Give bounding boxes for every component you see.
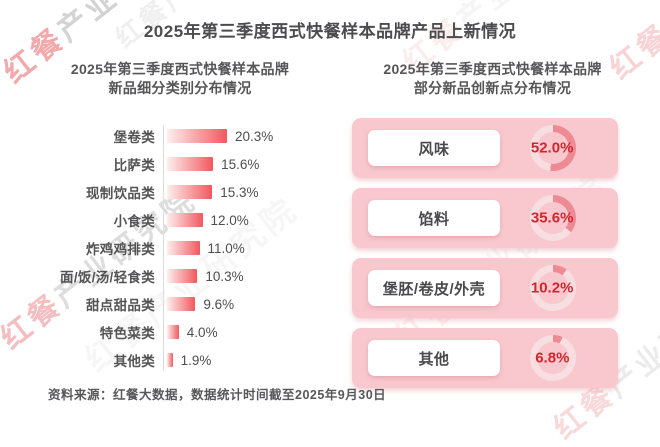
bar bbox=[167, 353, 173, 367]
bar bbox=[167, 325, 179, 339]
bar-row: 甜点甜品类 9.6% bbox=[30, 290, 330, 318]
bar bbox=[167, 129, 227, 143]
innovation-value-label: 6.8% bbox=[535, 349, 570, 367]
bar-row: 面/饭/汤/轻食类 10.3% bbox=[30, 262, 330, 290]
innovation-card: 馅料 35.6% bbox=[352, 188, 618, 248]
bar-rows: 堡卷类 20.3% 比萨类 15.6% 现制饮品类 15.3% 小食类 12.0% 炸鸡鸡排类 1… bbox=[30, 122, 330, 374]
bar-row: 堡卷类 20.3% bbox=[30, 122, 330, 150]
bar bbox=[167, 269, 198, 283]
innovation-cards: 风味 52.0% 馅料 35.6% 堡胚/卷皮/外壳 10.2% 其他 6.8% bbox=[352, 118, 618, 388]
bar-category-label: 小食类 bbox=[113, 214, 155, 229]
innovation-label: 馅料 bbox=[418, 210, 450, 228]
innovation-label: 其他 bbox=[418, 350, 450, 368]
bar-value-label: 12.0% bbox=[210, 212, 249, 228]
bar-track: 11.0% bbox=[163, 241, 330, 256]
innovation-label-box: 风味 bbox=[368, 130, 500, 166]
donut-hole bbox=[537, 202, 569, 234]
bar-track: 4.0% bbox=[163, 325, 330, 340]
innovation-section: 2025年第三季度西式快餐样本品牌 部分新品创新点分布情况 风味 52.0% 馅料 3… bbox=[345, 60, 640, 398]
bar-category-label: 堡卷类 bbox=[113, 130, 155, 145]
bar bbox=[167, 157, 214, 171]
bar bbox=[167, 213, 203, 227]
bar-row: 炸鸡鸡排类 11.0% bbox=[30, 234, 330, 262]
bar-value-label: 10.3% bbox=[205, 268, 244, 284]
bar-track: 9.6% bbox=[163, 297, 330, 312]
innovation-label-box: 馅料 bbox=[368, 200, 500, 236]
bar-category-label: 其他类 bbox=[113, 354, 155, 369]
innovation-card: 风味 52.0% bbox=[352, 118, 618, 178]
watermark-suffix: 产业研究院 bbox=[157, 0, 294, 17]
bar-chart-title-line1: 2025年第三季度西式快餐样本品牌 bbox=[70, 61, 290, 77]
bar-track: 20.3% bbox=[163, 129, 330, 144]
innovation-label-box: 堡胚/卷皮/外壳 bbox=[368, 270, 500, 306]
bar-row: 小食类 12.0% bbox=[30, 206, 330, 234]
page-title: 2025年第三季度西式快餐样本品牌产品上新情况 bbox=[143, 22, 517, 41]
bar-value-label: 15.3% bbox=[220, 184, 259, 200]
bar bbox=[167, 185, 213, 199]
donut-hole bbox=[537, 342, 569, 374]
innovation-label: 风味 bbox=[418, 140, 450, 158]
bar-value-label: 1.9% bbox=[180, 352, 212, 368]
bar-value-label: 20.3% bbox=[235, 128, 274, 144]
bar-category-label: 比萨类 bbox=[113, 158, 155, 173]
donut-hole bbox=[537, 132, 569, 164]
bar-value-label: 15.6% bbox=[221, 156, 260, 172]
bar-chart-title-line2: 新品细分类别分布情况 bbox=[108, 80, 252, 96]
bar-row: 特色菜类 4.0% bbox=[30, 318, 330, 346]
donut-hole bbox=[537, 272, 569, 304]
bar-row: 其他类 1.9% bbox=[30, 346, 330, 374]
donut-chart: 6.8% bbox=[530, 335, 576, 381]
innovation-chart-title-line1: 2025年第三季度西式快餐样本品牌 bbox=[383, 61, 602, 77]
innovation-card: 其他 6.8% bbox=[352, 328, 618, 388]
bar-row: 比萨类 15.6% bbox=[30, 150, 330, 178]
bar-track: 10.3% bbox=[163, 269, 330, 284]
innovation-value-label: 10.2% bbox=[530, 279, 574, 297]
bar-track: 15.6% bbox=[163, 157, 330, 172]
source-note: 资料来源：红餐大数据，数据统计时间截至2025年9月30日 bbox=[48, 388, 387, 402]
bar-track: 15.3% bbox=[163, 185, 330, 200]
innovation-chart-title: 2025年第三季度西式快餐样本品牌 部分新品创新点分布情况 bbox=[345, 60, 640, 98]
bar-category-label: 炸鸡鸡排类 bbox=[86, 242, 155, 257]
bar-row: 现制饮品类 15.3% bbox=[30, 178, 330, 206]
innovation-label: 堡胚/卷皮/外壳 bbox=[382, 280, 486, 298]
bar-value-label: 4.0% bbox=[186, 324, 218, 340]
bar-chart-axis-line bbox=[163, 125, 164, 371]
bar-value-label: 11.0% bbox=[207, 240, 245, 256]
donut-chart: 52.0% bbox=[530, 125, 576, 171]
donut-chart: 35.6% bbox=[530, 195, 576, 241]
donut-chart: 10.2% bbox=[530, 265, 576, 311]
bar-category-label: 甜点甜品类 bbox=[86, 298, 155, 313]
bar-chart-title: 2025年第三季度西式快餐样本品牌 新品细分类别分布情况 bbox=[30, 60, 330, 98]
innovation-chart-title-line2: 部分新品创新点分布情况 bbox=[413, 80, 572, 96]
bar bbox=[167, 297, 196, 311]
innovation-value-label: 52.0% bbox=[530, 139, 574, 157]
bar-chart-section: 2025年第三季度西式快餐样本品牌 新品细分类别分布情况 堡卷类 20.3% 比萨类… bbox=[30, 60, 330, 374]
bar-category-label: 现制饮品类 bbox=[86, 186, 155, 201]
bar-category-label: 特色菜类 bbox=[99, 326, 155, 341]
bar-value-label: 9.6% bbox=[203, 296, 235, 312]
bar-track: 1.9% bbox=[163, 353, 330, 368]
innovation-card: 堡胚/卷皮/外壳 10.2% bbox=[352, 258, 618, 318]
bar-track: 12.0% bbox=[163, 213, 330, 228]
bar bbox=[167, 241, 200, 255]
bar-category-label: 面/饭/汤/轻食类 bbox=[60, 270, 155, 285]
innovation-label-box: 其他 bbox=[368, 340, 500, 376]
innovation-value-label: 35.6% bbox=[530, 209, 574, 227]
